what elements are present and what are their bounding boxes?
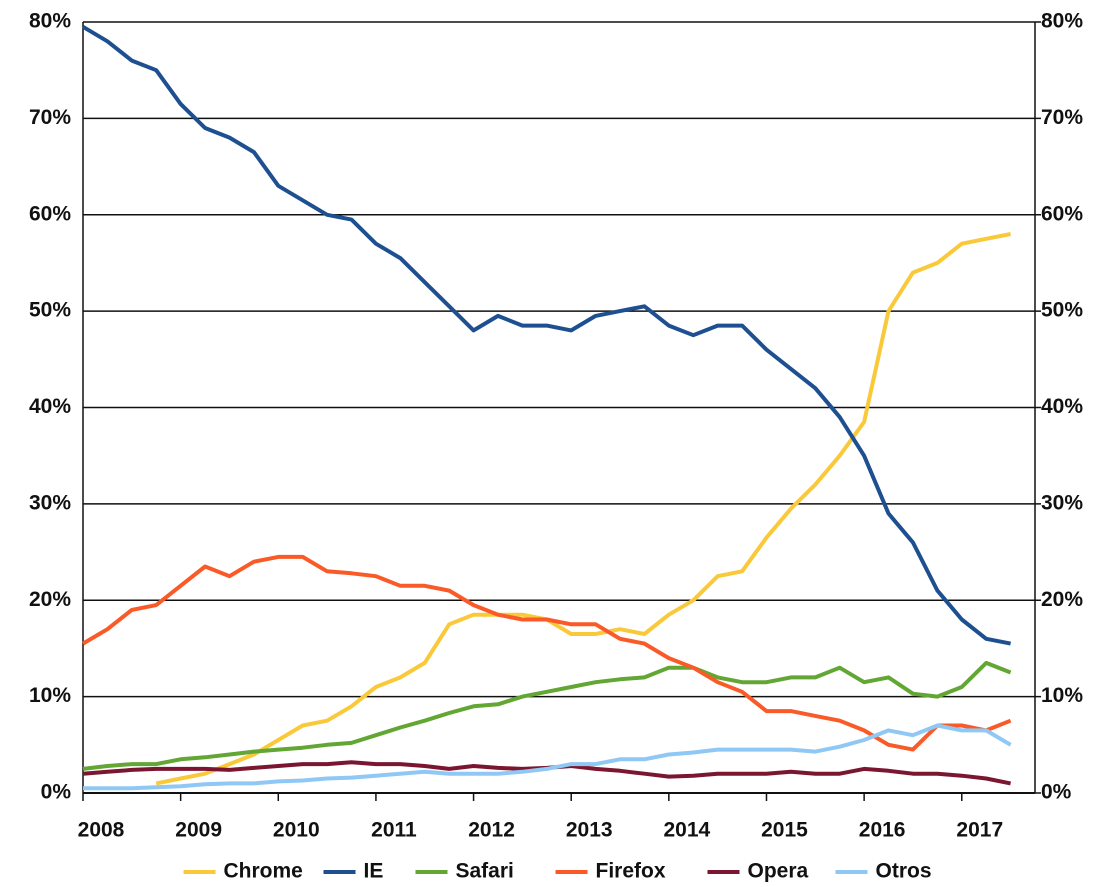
legend-label: IE (364, 860, 384, 883)
y2-tick-label: 40% (1041, 395, 1083, 418)
legend-label: Chrome (224, 860, 303, 883)
y2-tick-label: 30% (1041, 491, 1083, 514)
y2-tick-label: 80% (1041, 10, 1083, 33)
legend-label: Otros (876, 860, 932, 883)
series-line (82, 660, 1012, 771)
series-line (81, 554, 1012, 752)
x-tick-label: 2017 (956, 819, 1003, 842)
x-tick-label: 2016 (859, 819, 906, 842)
legend-label: Safari (456, 860, 514, 883)
x-tick-label: 2014 (663, 819, 710, 842)
y-tick-label: 50% (29, 299, 71, 322)
y-tick-label: 30% (29, 491, 71, 514)
legend-label: Opera (748, 860, 809, 883)
y-tick-label: 20% (29, 588, 71, 611)
y2-tick-label: 50% (1041, 299, 1083, 322)
x-tick-label: 2015 (761, 819, 808, 842)
y2-tick-label: 70% (1041, 106, 1083, 129)
y-tick-label: 70% (29, 106, 71, 129)
series-line (81, 25, 1011, 646)
series-line (83, 723, 1012, 791)
legend-label: Firefox (596, 860, 666, 883)
x-tick-label: 2012 (468, 819, 515, 842)
y2-tick-label: 0% (1041, 781, 1072, 804)
y2-tick-label: 20% (1041, 588, 1083, 611)
y-tick-label: 60% (29, 202, 71, 225)
x-tick-label: 2013 (566, 819, 613, 842)
y-tick-label: 0% (41, 781, 72, 804)
x-tick-label: 2010 (273, 819, 320, 842)
y2-tick-label: 60% (1041, 202, 1083, 225)
y-tick-label: 10% (29, 684, 71, 707)
y2-tick-label: 10% (1041, 684, 1083, 707)
x-tick-label: 2009 (175, 819, 222, 842)
x-tick-label: 2008 (78, 819, 125, 842)
x-tick-label: 2011 (371, 819, 417, 842)
series-line (155, 232, 1011, 786)
y-tick-label: 40% (29, 395, 71, 418)
y-tick-label: 80% (29, 10, 71, 33)
